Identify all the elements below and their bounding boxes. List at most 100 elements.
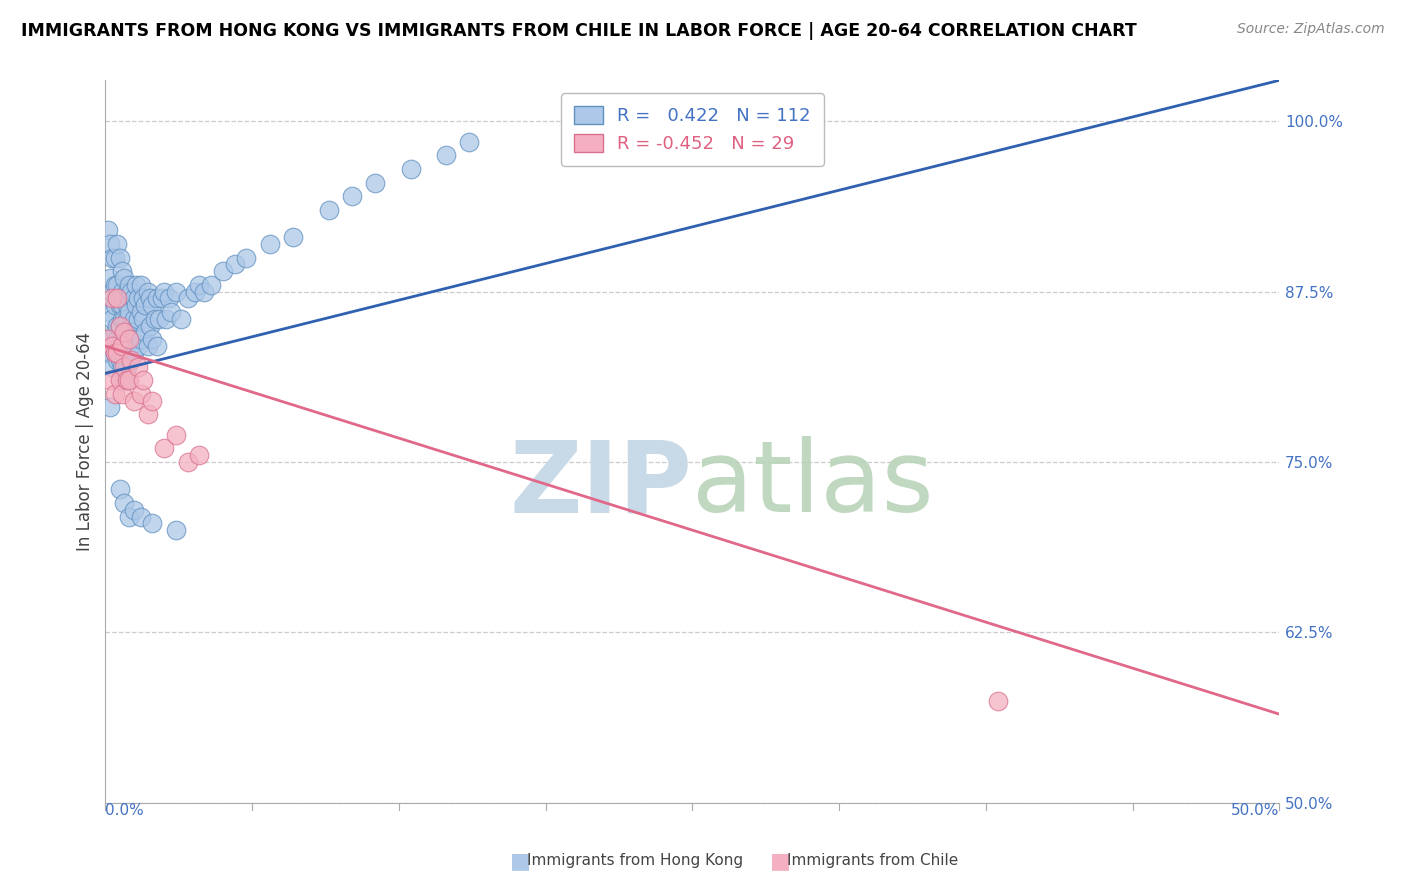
Point (97, 292, 120, 306)
Point (136, 339, 159, 353)
Point (111, 311, 134, 326)
Point (101, 292, 124, 306)
Point (118, 352, 141, 367)
Point (127, 311, 149, 326)
Point (134, 326, 156, 340)
Point (115, 339, 138, 353)
Text: Source: ZipAtlas.com: Source: ZipAtlas.com (1237, 22, 1385, 37)
Point (111, 359, 134, 374)
Point (112, 326, 135, 340)
Point (105, 292, 128, 306)
Y-axis label: In Labor Force | Age 20-64: In Labor Force | Age 20-64 (76, 332, 94, 551)
Point (283, 230, 305, 244)
Point (111, 387, 134, 401)
Point (165, 427, 187, 442)
Point (122, 326, 145, 340)
Point (111, 298, 134, 312)
Text: 50.0%: 50.0% (1232, 803, 1279, 818)
Point (104, 298, 127, 312)
Point (122, 311, 145, 326)
Point (104, 277, 127, 292)
Point (108, 318, 131, 333)
Point (141, 298, 163, 312)
Point (97, 332, 120, 346)
Text: atlas: atlas (693, 436, 934, 533)
Point (105, 277, 128, 292)
Point (122, 502, 145, 516)
Point (105, 292, 128, 306)
Point (105, 318, 128, 333)
Point (108, 251, 131, 265)
Point (129, 387, 152, 401)
Point (193, 285, 215, 299)
Point (115, 285, 138, 299)
Point (259, 236, 281, 251)
Point (125, 298, 148, 312)
Point (120, 339, 142, 353)
Text: ZIP: ZIP (509, 436, 693, 533)
Point (118, 509, 141, 524)
Point (98, 401, 121, 415)
Text: ■: ■ (770, 851, 790, 871)
Point (211, 264, 233, 278)
Point (115, 359, 138, 374)
Point (150, 292, 173, 306)
Point (111, 339, 134, 353)
Point (118, 277, 141, 292)
Point (434, 148, 457, 162)
Point (129, 305, 152, 319)
Point (120, 352, 142, 367)
Point (118, 332, 141, 346)
Point (111, 264, 134, 278)
Point (105, 236, 128, 251)
Point (458, 135, 481, 149)
Point (115, 373, 138, 387)
Point (120, 285, 142, 299)
Point (118, 332, 141, 346)
Point (340, 189, 363, 203)
Point (105, 346, 128, 360)
Point (188, 448, 211, 462)
Point (136, 285, 159, 299)
Point (127, 359, 149, 374)
Point (141, 393, 163, 408)
Point (112, 496, 135, 510)
Point (97, 346, 120, 360)
Point (98, 271, 121, 285)
Point (101, 339, 124, 353)
Point (98, 305, 121, 319)
Point (200, 277, 222, 292)
Point (141, 332, 163, 346)
Point (111, 346, 134, 360)
Point (146, 339, 169, 353)
Point (122, 292, 145, 306)
Point (399, 161, 422, 176)
Point (132, 292, 155, 306)
Point (108, 318, 131, 333)
Point (112, 271, 135, 285)
Point (176, 455, 198, 469)
Point (127, 339, 149, 353)
Point (188, 277, 211, 292)
Point (129, 509, 152, 524)
Point (132, 311, 155, 326)
Point (108, 482, 131, 496)
Point (104, 346, 127, 360)
Point (104, 326, 127, 340)
Point (153, 285, 176, 299)
Point (111, 332, 134, 346)
Point (104, 251, 127, 265)
Point (139, 318, 162, 333)
Point (146, 292, 169, 306)
Point (165, 285, 187, 299)
Point (120, 318, 142, 333)
Point (104, 387, 127, 401)
Point (115, 311, 138, 326)
Point (134, 298, 156, 312)
Point (141, 516, 163, 531)
Point (127, 292, 149, 306)
Point (101, 332, 124, 346)
Text: ■: ■ (510, 851, 530, 871)
Point (129, 277, 152, 292)
Point (129, 332, 152, 346)
